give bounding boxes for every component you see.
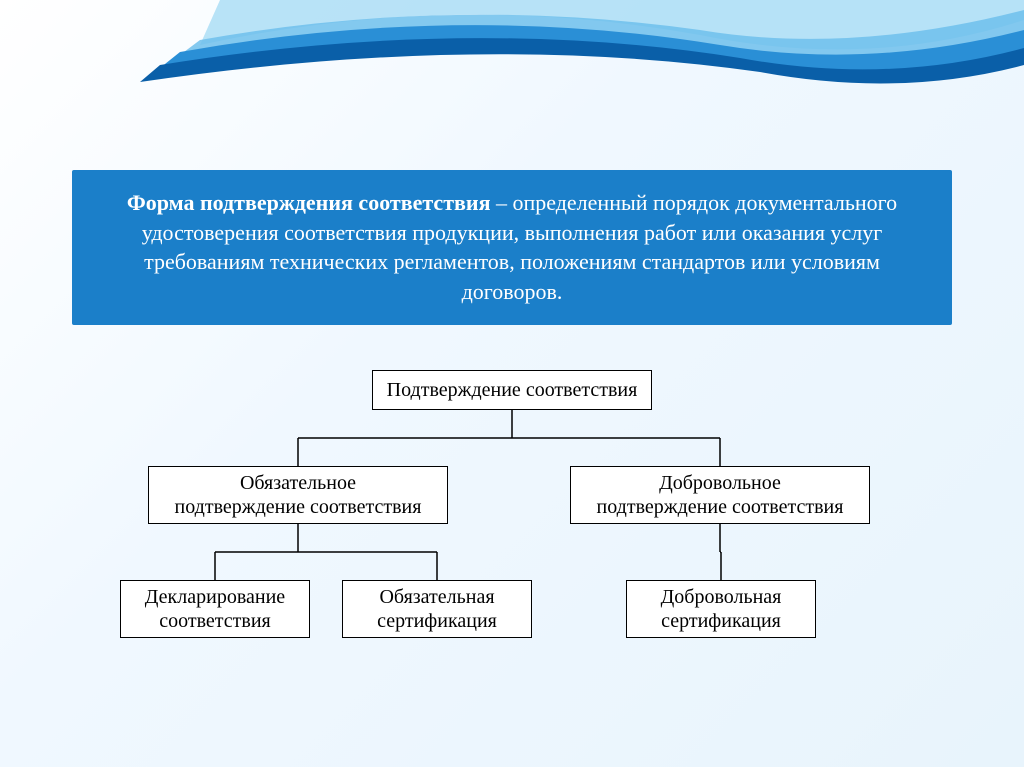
node-l2b: Добровольноеподтверждение соответствия [570,466,870,524]
node-l3b: Обязательнаясертификация [342,580,532,638]
definition-box: Форма подтверждения соответствия – опред… [72,170,952,325]
node-l3c: Добровольнаясертификация [626,580,816,638]
wave-decoration [0,0,1024,140]
diagram-connectors [0,370,1024,720]
wave-layer-3 [180,10,1024,60]
node-l3a: Декларированиесоответствия [120,580,310,638]
definition-separator: – [490,190,512,215]
wave-layer-4 [200,0,1024,49]
node-l2a: Обязательноеподтверждение соответствия [148,466,448,524]
definition-term: Форма подтверждения соответствия [127,190,491,215]
wave-layer-1 [140,38,1024,83]
node-root: Подтверждение соответствия [372,370,652,410]
diagram-area: Подтверждение соответствия Обязательноепо… [0,370,1024,720]
wave-layer-2 [160,25,1024,72]
